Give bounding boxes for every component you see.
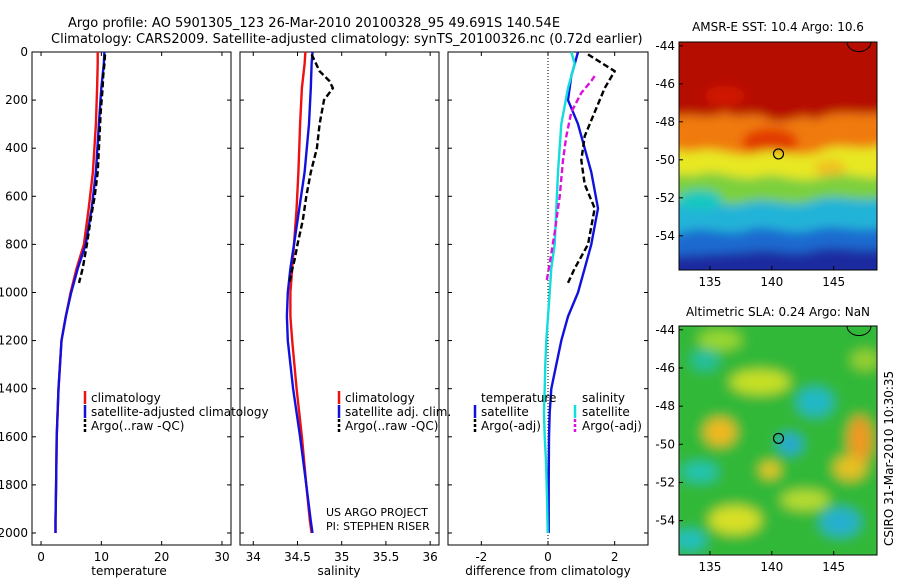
sst-heatmap bbox=[679, 42, 877, 270]
sst-map-title: AMSR-E SST: 10.4 Argo: 10.6 bbox=[692, 20, 864, 34]
x-tick-label: 10 bbox=[94, 550, 109, 564]
legend-label-temperature-group: temperature bbox=[481, 391, 556, 405]
depth-tick-label: 1200 bbox=[0, 334, 28, 348]
x-tick-label: 34 bbox=[246, 550, 261, 564]
sst-argo-location-marker bbox=[772, 148, 785, 160]
x-tick-label: 0 bbox=[544, 550, 552, 564]
series-line bbox=[566, 53, 616, 284]
depth-tick-label: 1800 bbox=[0, 478, 28, 492]
sst-corner-mark bbox=[846, 41, 872, 53]
legend-label-argo: Argo(..raw -QC) bbox=[91, 419, 184, 433]
legend-label-climatology: climatology bbox=[345, 391, 415, 405]
sst-map-frame bbox=[678, 41, 878, 271]
map-y-tick-label: -50 bbox=[655, 437, 675, 451]
sst-map-axes: 135 140 145 -44 -46 -48 -50 -52 -54 bbox=[655, 39, 845, 289]
map-x-tick-label: 140 bbox=[760, 275, 783, 289]
x-tick-label: 30 bbox=[214, 550, 229, 564]
x-tick-label: 34.5 bbox=[284, 550, 311, 564]
temperature-legend: climatology satellite-adjusted climatolo… bbox=[83, 391, 269, 433]
temperature-x-axis: 0 10 20 30 bbox=[32, 51, 231, 564]
salinity-series bbox=[285, 51, 335, 534]
series-line bbox=[545, 75, 596, 284]
x-tick-label: -2 bbox=[475, 550, 487, 564]
map-y-tick-label: -52 bbox=[655, 191, 675, 205]
salinity-legend: climatology satellite adj. clim. Argo(..… bbox=[337, 391, 451, 433]
series-line bbox=[77, 54, 107, 284]
salinity-x-label: salinity bbox=[317, 564, 360, 578]
map-y-tick-label: -44 bbox=[655, 323, 675, 337]
map-y-tick-label: -46 bbox=[655, 361, 675, 375]
series-line bbox=[54, 52, 99, 533]
salinity-x-axis: 34 34.5 35 35.5 36 bbox=[240, 51, 439, 564]
map-y-tick-label: -44 bbox=[655, 39, 675, 53]
legend-label-satellite: satellite adj. clim. bbox=[345, 405, 451, 419]
sla-map-axes: 135 140 145 -44 -46 -48 -50 -52 -54 bbox=[655, 323, 845, 574]
map-x-tick-label: 145 bbox=[822, 275, 845, 289]
x-tick-label: 35 bbox=[334, 550, 349, 564]
map-x-tick-label: 140 bbox=[760, 560, 783, 574]
depth-axis: 0 200 400 600 800 1000 1200 1400 1600 1800 2000 bbox=[0, 45, 28, 540]
sla-heatmap bbox=[679, 326, 877, 555]
x-tick-label: 35.5 bbox=[373, 550, 400, 564]
depth-tick-label: 200 bbox=[5, 93, 28, 107]
sla-map-frame bbox=[678, 325, 878, 556]
temperature-axes-frame bbox=[31, 51, 232, 546]
legend-label-salinity-group: salinity bbox=[582, 391, 625, 405]
depth-tick-label: 1400 bbox=[0, 382, 28, 396]
map-x-tick-label: 145 bbox=[822, 560, 845, 574]
depth-tick-label: 1000 bbox=[0, 285, 28, 299]
legend-label-satellite: satellite-adjusted climatology bbox=[91, 405, 269, 419]
map-y-tick-label: -54 bbox=[655, 229, 675, 243]
legend-label-sal-argo: Argo(-adj) bbox=[582, 419, 642, 433]
depth-tick-label: 600 bbox=[5, 189, 28, 203]
legend-label-climatology: climatology bbox=[91, 391, 161, 405]
map-y-tick-label: -52 bbox=[655, 475, 675, 489]
figure-title-line2: Climatology: CARS2009. Satellite-adjuste… bbox=[51, 32, 643, 47]
credit-line1: US ARGO PROJECT bbox=[326, 506, 428, 519]
figure-title-line1: Argo profile: AO 5901305_123 26-Mar-2010… bbox=[68, 16, 560, 31]
map-x-tick-label: 135 bbox=[698, 560, 721, 574]
map-y-tick-label: -54 bbox=[655, 514, 675, 528]
x-tick-label: 36 bbox=[423, 550, 438, 564]
series-line bbox=[547, 51, 600, 533]
side-timestamp-label: CSIRO 31-Mar-2010 10:30:35 bbox=[882, 371, 896, 546]
difference-legend: temperature satellite Argo(-adj) salinit… bbox=[473, 391, 642, 433]
depth-tick-label: 2000 bbox=[0, 526, 28, 540]
legend-label-sal-satellite: satellite bbox=[582, 405, 630, 419]
difference-x-label: difference from climatology bbox=[465, 564, 631, 578]
salinity-axes-frame bbox=[239, 51, 440, 546]
x-tick-label: 2 bbox=[611, 550, 619, 564]
legend-label-argo: Argo(..raw -QC) bbox=[345, 419, 438, 433]
sla-argo-location-marker bbox=[772, 432, 785, 445]
depth-tick-label: 800 bbox=[5, 237, 28, 251]
legend-label-temp-satellite: satellite bbox=[481, 405, 529, 419]
series-line bbox=[54, 51, 106, 533]
difference-series bbox=[542, 51, 616, 534]
depth-tick-label: 400 bbox=[5, 141, 28, 155]
x-tick-label: 20 bbox=[154, 550, 169, 564]
map-y-tick-label: -46 bbox=[655, 77, 675, 91]
difference-x-axis: -2 0 2 bbox=[448, 51, 648, 564]
sla-map-title: Altimetric SLA: 0.24 Argo: NaN bbox=[686, 305, 870, 319]
map-y-tick-label: -48 bbox=[655, 399, 675, 413]
sla-corner-mark bbox=[846, 325, 872, 337]
temperature-x-label: temperature bbox=[91, 564, 166, 578]
credit-line2: PI: STEPHEN RISER bbox=[326, 520, 430, 533]
map-x-tick-label: 135 bbox=[698, 275, 721, 289]
legend-label-temp-argo: Argo(-adj) bbox=[481, 419, 541, 433]
depth-tick-label: 0 bbox=[20, 45, 28, 59]
map-y-tick-label: -48 bbox=[655, 115, 675, 129]
depth-tick-label: 1600 bbox=[0, 430, 28, 444]
map-y-tick-label: -50 bbox=[655, 153, 675, 167]
x-tick-label: 0 bbox=[37, 550, 45, 564]
series-line bbox=[542, 51, 576, 534]
temperature-series bbox=[54, 51, 107, 533]
